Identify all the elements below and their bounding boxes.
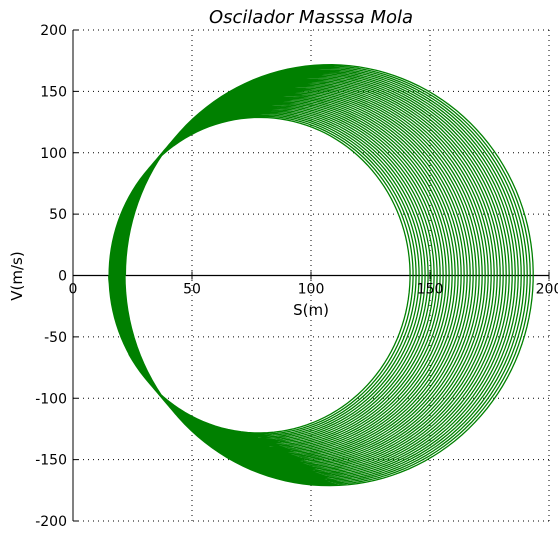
x-tick-label: 100 [298, 282, 325, 298]
y-tick-label: -200 [35, 514, 67, 530]
y-tick-label: 100 [40, 146, 67, 162]
chart-title: Oscilador Masssa Mola [209, 7, 413, 28]
phase-spiral-series-0 [108, 64, 534, 487]
y-tick-label: 200 [40, 23, 67, 39]
x-tick-label: 0 [69, 282, 78, 298]
x-axis-label: S(m) [293, 301, 329, 319]
x-tick-label: 150 [417, 282, 444, 298]
y-tick-label: -150 [35, 453, 67, 469]
y-tick-label: 50 [49, 207, 67, 223]
y-axis-label: V(m/s) [8, 251, 26, 300]
series-layer [108, 64, 534, 487]
x-tick-label: 50 [183, 282, 201, 298]
y-tick-label: 0 [58, 269, 67, 285]
y-tick-label: -100 [35, 391, 67, 407]
y-tick-label: -50 [44, 330, 67, 346]
x-tick-label: 200 [536, 282, 558, 298]
y-tick-label: 150 [40, 84, 67, 100]
tick-labels: -200 -150 -100 -50 0 50 100 150 200 0 50 100 150 200 [35, 23, 558, 530]
